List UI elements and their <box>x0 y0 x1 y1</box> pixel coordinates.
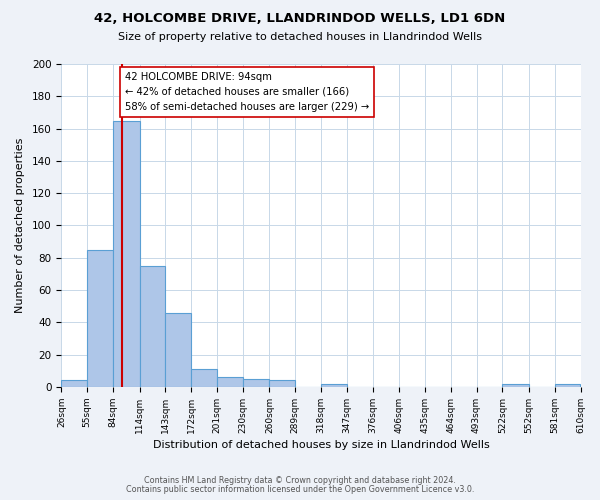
Bar <box>166 312 191 387</box>
Text: Contains public sector information licensed under the Open Government Licence v3: Contains public sector information licen… <box>126 484 474 494</box>
Bar <box>269 380 295 387</box>
Bar <box>217 378 243 387</box>
Bar <box>502 384 529 387</box>
Bar <box>87 250 113 387</box>
Y-axis label: Number of detached properties: Number of detached properties <box>15 138 25 313</box>
Text: Contains HM Land Registry data © Crown copyright and database right 2024.: Contains HM Land Registry data © Crown c… <box>144 476 456 485</box>
Text: 42 HOLCOMBE DRIVE: 94sqm
← 42% of detached houses are smaller (166)
58% of semi-: 42 HOLCOMBE DRIVE: 94sqm ← 42% of detach… <box>125 72 369 112</box>
Bar <box>555 384 580 387</box>
Bar <box>140 266 166 387</box>
X-axis label: Distribution of detached houses by size in Llandrindod Wells: Distribution of detached houses by size … <box>152 440 490 450</box>
Bar <box>321 384 347 387</box>
Bar <box>191 369 217 387</box>
Text: 42, HOLCOMBE DRIVE, LLANDRINDOD WELLS, LD1 6DN: 42, HOLCOMBE DRIVE, LLANDRINDOD WELLS, L… <box>94 12 506 26</box>
Text: Size of property relative to detached houses in Llandrindod Wells: Size of property relative to detached ho… <box>118 32 482 42</box>
Bar <box>243 379 269 387</box>
Bar <box>113 120 140 387</box>
Bar <box>61 380 87 387</box>
